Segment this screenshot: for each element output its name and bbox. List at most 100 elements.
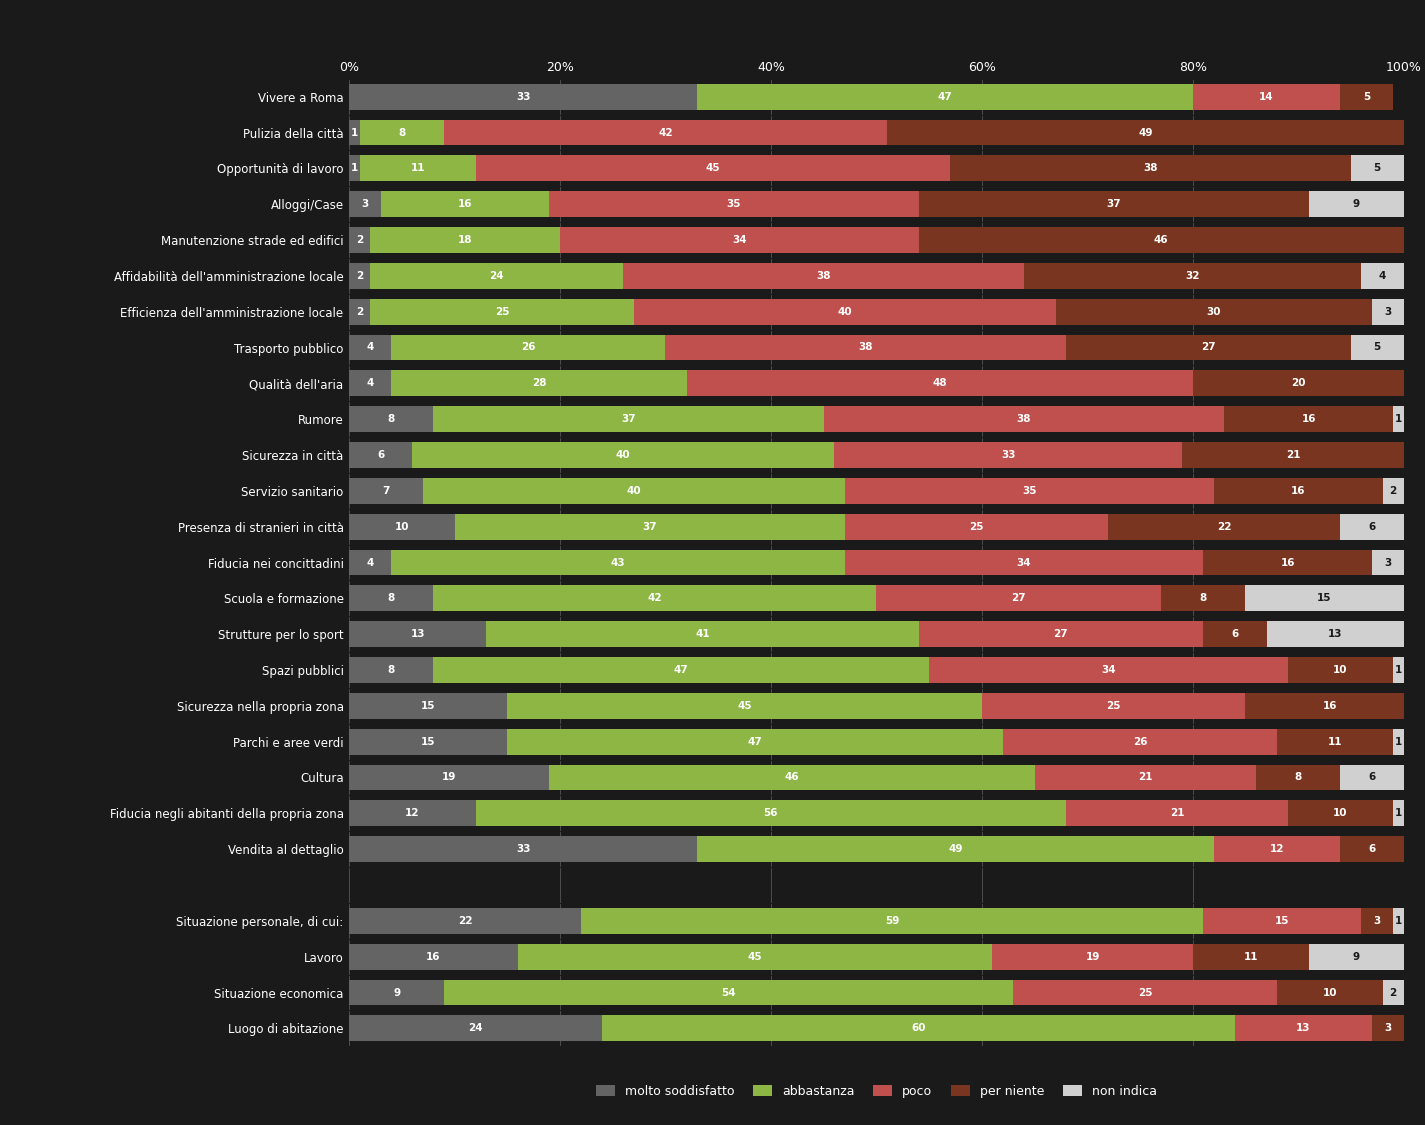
Bar: [1351, 155, 1404, 181]
Bar: [1351, 334, 1404, 360]
Text: 33: 33: [516, 844, 530, 854]
Text: 27: 27: [1012, 593, 1026, 603]
Bar: [634, 299, 1056, 325]
Text: 3: 3: [1374, 916, 1381, 926]
Text: 4: 4: [366, 558, 373, 567]
Text: 24: 24: [469, 1024, 483, 1034]
Bar: [433, 406, 824, 432]
Text: 15: 15: [1317, 593, 1332, 603]
Text: 59: 59: [885, 916, 899, 926]
Text: 20: 20: [1291, 378, 1305, 388]
Bar: [349, 514, 455, 540]
Text: 10: 10: [395, 522, 409, 532]
Text: 10: 10: [1334, 809, 1348, 818]
Bar: [687, 370, 1193, 396]
Bar: [665, 334, 1066, 360]
Bar: [1382, 478, 1404, 504]
Bar: [423, 478, 845, 504]
Bar: [349, 585, 433, 611]
Text: 38: 38: [817, 271, 831, 281]
Bar: [1245, 585, 1404, 611]
Text: 48: 48: [932, 378, 948, 388]
Text: 3: 3: [362, 199, 369, 209]
Bar: [550, 765, 1035, 791]
Text: 3: 3: [1384, 558, 1391, 567]
Text: 40: 40: [838, 307, 852, 316]
Bar: [359, 119, 445, 145]
Text: 34: 34: [732, 235, 747, 245]
Bar: [623, 263, 1025, 289]
Bar: [349, 155, 359, 181]
Text: 32: 32: [1186, 271, 1200, 281]
Text: 30: 30: [1207, 307, 1221, 316]
Bar: [1341, 836, 1404, 862]
Bar: [486, 621, 919, 647]
Text: 19: 19: [1086, 952, 1100, 962]
Text: 25: 25: [969, 522, 983, 532]
Text: 1: 1: [1395, 809, 1402, 818]
Text: 40: 40: [616, 450, 631, 460]
Bar: [349, 657, 433, 683]
Bar: [1235, 1016, 1372, 1042]
Text: 27: 27: [1053, 629, 1069, 639]
Bar: [349, 191, 380, 217]
Bar: [1003, 729, 1277, 755]
Bar: [349, 944, 517, 970]
Bar: [349, 83, 697, 109]
Text: 27: 27: [1201, 342, 1216, 352]
Text: 37: 37: [643, 522, 657, 532]
Text: 16: 16: [1301, 414, 1315, 424]
Text: 49: 49: [1139, 127, 1153, 137]
Text: 47: 47: [674, 665, 688, 675]
Text: 25: 25: [1106, 701, 1121, 711]
Text: 5: 5: [1374, 342, 1381, 352]
Bar: [1288, 657, 1394, 683]
Text: 34: 34: [1016, 558, 1032, 567]
Text: 38: 38: [859, 342, 874, 352]
Text: 26: 26: [522, 342, 536, 352]
Bar: [1308, 944, 1404, 970]
Text: 4: 4: [366, 342, 373, 352]
Bar: [349, 119, 359, 145]
Text: 8: 8: [388, 593, 395, 603]
Text: 49: 49: [948, 844, 963, 854]
Bar: [349, 478, 423, 504]
Text: 60: 60: [912, 1024, 926, 1034]
Text: 37: 37: [621, 414, 636, 424]
Bar: [507, 729, 1003, 755]
Text: 56: 56: [764, 809, 778, 818]
Text: 13: 13: [410, 629, 425, 639]
Bar: [1361, 263, 1404, 289]
Bar: [1013, 980, 1277, 1006]
Bar: [919, 621, 1203, 647]
Text: 24: 24: [489, 271, 504, 281]
Text: 33: 33: [516, 91, 530, 101]
Bar: [1394, 908, 1404, 934]
Text: 12: 12: [1270, 844, 1284, 854]
Text: 5: 5: [1374, 163, 1381, 173]
Text: 11: 11: [1244, 952, 1258, 962]
Bar: [370, 299, 634, 325]
Text: 43: 43: [611, 558, 626, 567]
Text: 21: 21: [1170, 809, 1184, 818]
Text: 46: 46: [785, 773, 799, 783]
Text: 28: 28: [532, 378, 546, 388]
Bar: [1025, 263, 1361, 289]
Bar: [349, 980, 445, 1006]
Bar: [349, 765, 550, 791]
Text: 13: 13: [1328, 629, 1342, 639]
Text: 21: 21: [1285, 450, 1300, 460]
Bar: [1372, 1016, 1404, 1042]
Bar: [370, 227, 560, 253]
Text: 8: 8: [1200, 593, 1207, 603]
Text: 9: 9: [393, 988, 400, 998]
Text: 40: 40: [627, 486, 641, 496]
Text: 2: 2: [356, 271, 363, 281]
Text: 8: 8: [1294, 773, 1302, 783]
Bar: [349, 1016, 603, 1042]
Bar: [476, 800, 1066, 826]
Bar: [845, 550, 1203, 575]
Bar: [992, 944, 1193, 970]
Text: 19: 19: [442, 773, 456, 783]
Bar: [349, 334, 392, 360]
